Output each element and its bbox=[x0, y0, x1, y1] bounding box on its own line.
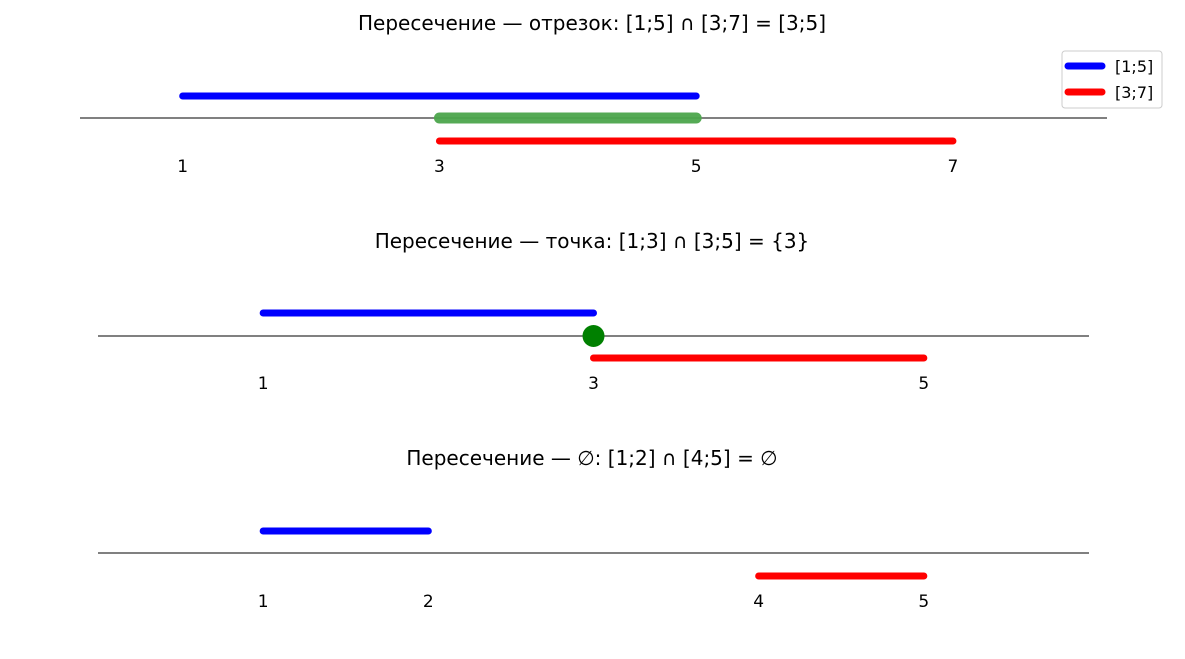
tick-label: 7 bbox=[948, 157, 959, 177]
legend-label-1-5: [1;5] bbox=[1115, 57, 1153, 76]
tick-label: 2 bbox=[423, 592, 434, 612]
tick-label: 5 bbox=[918, 592, 929, 612]
panel-1-title: Пересечение — отрезок: [1;5] ∩ [3;7] = [… bbox=[358, 11, 826, 35]
tick-label: 5 bbox=[691, 157, 702, 177]
tick-label: 5 bbox=[918, 374, 929, 394]
panel-empty: Пересечение — ∅: [1;2] ∩ [4;5] = ∅ 1 2 4 5 bbox=[98, 446, 1089, 612]
tick-label: 1 bbox=[258, 374, 269, 394]
panel-3-title: Пересечение — ∅: [1;2] ∩ [4;5] = ∅ bbox=[406, 446, 777, 470]
panel-point: Пересечение — точка: [1;3] ∩ [3;5] = {3}… bbox=[98, 229, 1089, 394]
tick-label: 4 bbox=[753, 592, 764, 612]
panel-segment: Пересечение — отрезок: [1;5] ∩ [3;7] = [… bbox=[80, 11, 1107, 177]
tick-label: 1 bbox=[258, 592, 269, 612]
legend: [1;5] [3;7] bbox=[1061, 50, 1163, 109]
tick-label: 3 bbox=[434, 157, 445, 177]
legend-label-3-7: [3;7] bbox=[1115, 83, 1153, 102]
tick-label: 1 bbox=[177, 157, 188, 177]
intersection-point bbox=[582, 325, 605, 347]
panel-2-title: Пересечение — точка: [1;3] ∩ [3;5] = {3} bbox=[375, 229, 810, 253]
tick-label: 3 bbox=[588, 374, 599, 394]
